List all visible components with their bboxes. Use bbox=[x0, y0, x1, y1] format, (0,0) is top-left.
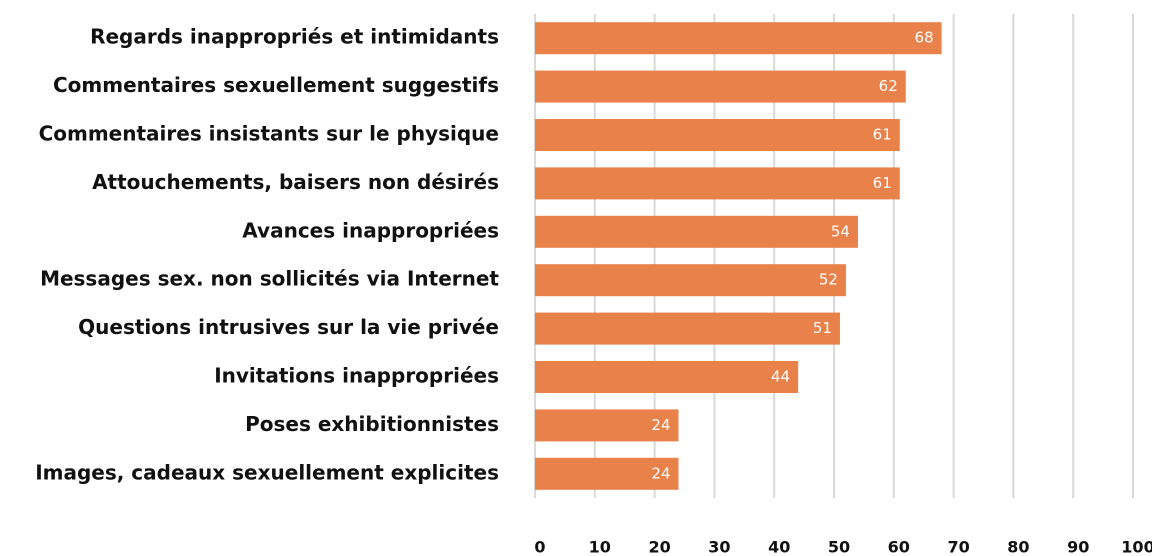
value-label: 51 bbox=[813, 319, 832, 337]
value-label: 61 bbox=[873, 174, 892, 192]
bar bbox=[535, 70, 906, 103]
y-tick-label: Attouchements, baisers non désirés bbox=[92, 170, 499, 194]
y-tick-label: Poses exhibitionnistes bbox=[245, 412, 499, 436]
x-tick-label: 50 bbox=[828, 538, 850, 556]
y-tick-label: Regards inappropriés et intimidants bbox=[90, 25, 499, 49]
bar bbox=[535, 264, 846, 297]
bar bbox=[535, 119, 900, 151]
x-tick-label: 100 bbox=[1121, 538, 1152, 556]
x-tick-label: 40 bbox=[768, 538, 790, 556]
y-tick-label: Avances inappropriées bbox=[242, 218, 499, 242]
x-tick-label: 10 bbox=[589, 538, 611, 556]
y-tick-label: Commentaires sexuellement suggestifs bbox=[53, 73, 499, 97]
bar bbox=[535, 312, 840, 345]
y-tick-label: Questions intrusives sur la vie privée bbox=[78, 315, 499, 339]
x-tick-label: 70 bbox=[947, 538, 969, 556]
value-label: 44 bbox=[771, 368, 790, 386]
value-label: 61 bbox=[873, 126, 892, 144]
y-tick-label: Images, cadeaux sexuellement explicites bbox=[35, 460, 499, 484]
value-label: 24 bbox=[651, 464, 670, 482]
value-label: 62 bbox=[879, 77, 898, 95]
x-tick-label: 60 bbox=[888, 538, 910, 556]
bar bbox=[535, 215, 858, 248]
x-tick-label: 80 bbox=[1007, 538, 1029, 556]
y-tick-label: Commentaires insistants sur le physique bbox=[39, 122, 499, 146]
value-label: 54 bbox=[831, 222, 850, 240]
bar bbox=[535, 457, 679, 490]
y-tick-label: Invitations inappropriées bbox=[214, 364, 499, 388]
x-tick-label: 20 bbox=[648, 538, 670, 556]
bar bbox=[535, 22, 942, 55]
x-tick-label: 0 bbox=[534, 538, 545, 556]
value-label: 52 bbox=[819, 271, 838, 289]
bar bbox=[535, 361, 799, 393]
x-tick-label: 30 bbox=[708, 538, 730, 556]
bar bbox=[535, 167, 900, 200]
bar bbox=[535, 409, 679, 442]
x-tick-label: 90 bbox=[1067, 538, 1089, 556]
value-label: 68 bbox=[915, 29, 934, 47]
value-label: 24 bbox=[651, 416, 670, 434]
y-tick-label: Messages sex. non sollicités via Interne… bbox=[40, 267, 499, 291]
